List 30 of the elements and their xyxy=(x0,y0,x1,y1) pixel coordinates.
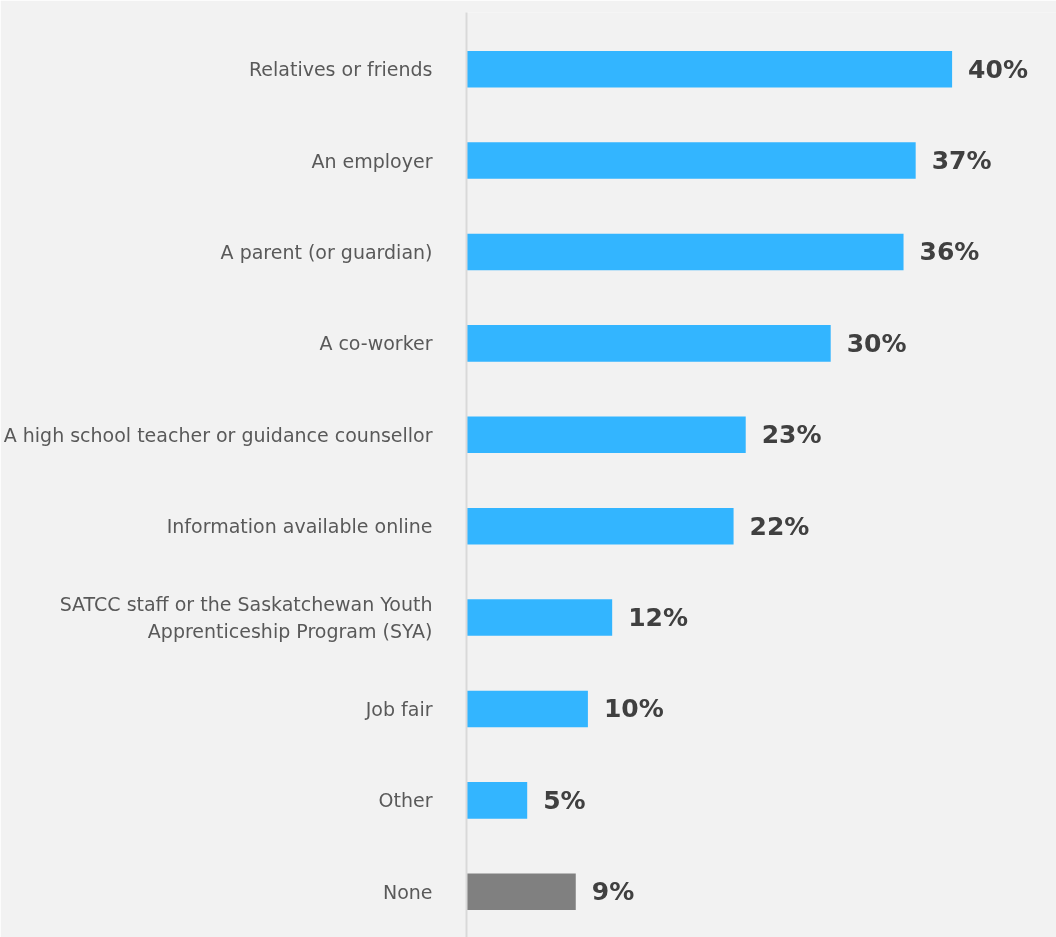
y-tick-label: An employer xyxy=(311,149,433,172)
data-label: 9% xyxy=(591,877,635,907)
bar xyxy=(466,233,904,271)
data-label: 5% xyxy=(543,785,586,815)
y-tick-label: A co-worker xyxy=(319,332,433,355)
bar xyxy=(466,142,916,179)
bar xyxy=(466,325,831,362)
bar xyxy=(466,873,576,911)
data-label: 23% xyxy=(761,420,822,450)
bar xyxy=(466,599,613,636)
y-tick-label: None xyxy=(382,880,433,903)
bar xyxy=(466,782,528,819)
bar xyxy=(466,50,953,88)
data-label: 12% xyxy=(628,603,689,633)
data-label: 10% xyxy=(603,694,664,724)
y-tick-label: A high school teacher or guidance counsellor xyxy=(3,423,433,446)
y-tick-label: SATCC staff or the Saskatchewan Youth Apprenticeship Program (SYA) xyxy=(59,593,433,642)
bar xyxy=(466,690,588,728)
data-label: 30% xyxy=(846,328,907,358)
data-label: 36% xyxy=(919,237,980,267)
y-tick-label: Information available online xyxy=(166,515,433,538)
y-tick-label: Other xyxy=(378,789,433,812)
y-tick-label: A parent (or guardian) xyxy=(220,240,433,263)
data-label: 22% xyxy=(749,511,810,541)
bar xyxy=(466,416,746,454)
y-tick-label: Job fair xyxy=(364,697,433,720)
data-label: 37% xyxy=(931,146,992,176)
y-tick-label: Relatives or friends xyxy=(248,58,433,81)
bar xyxy=(466,507,734,545)
data-label: 40% xyxy=(968,54,1028,84)
